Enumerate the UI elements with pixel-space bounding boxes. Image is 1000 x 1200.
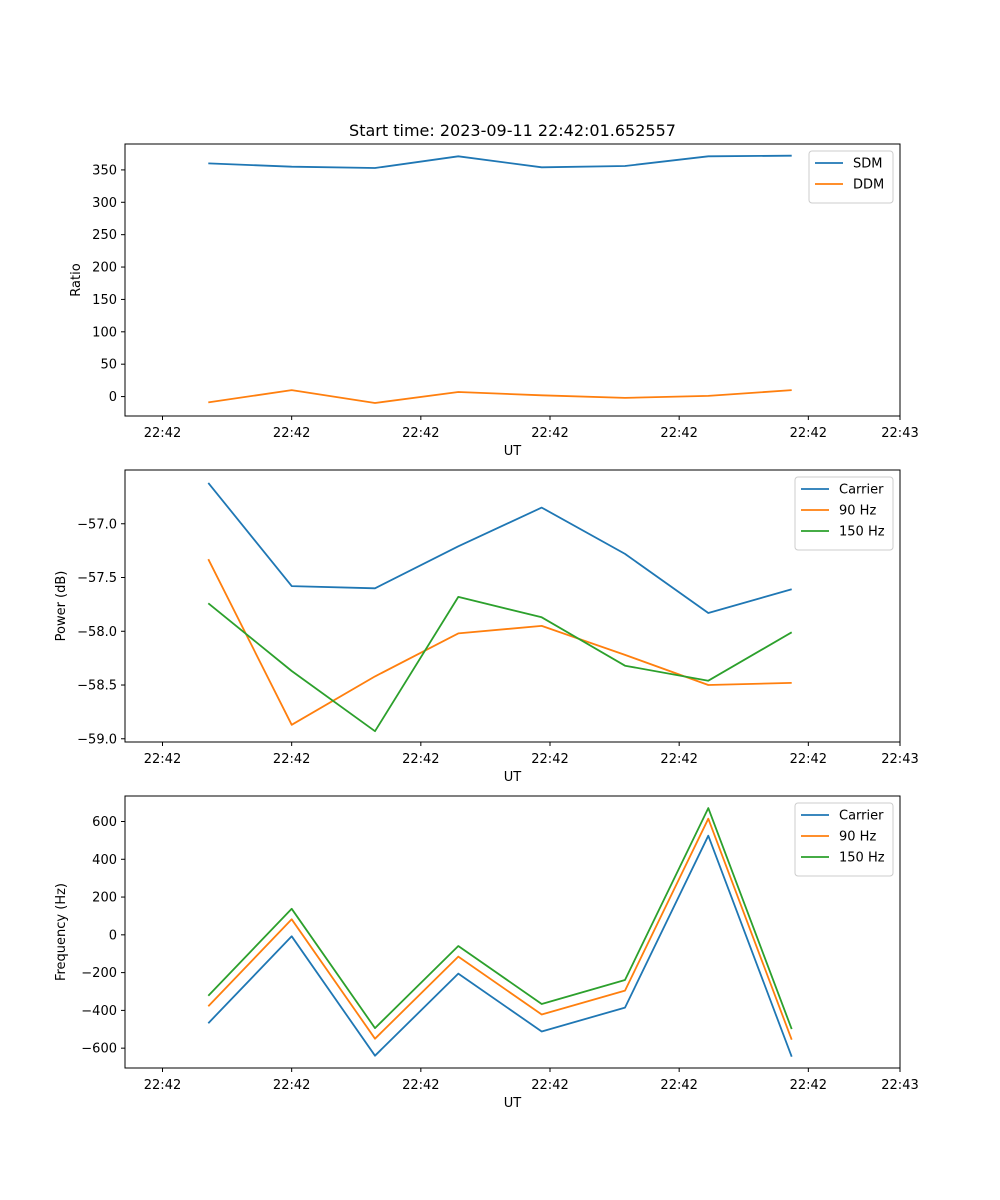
y-tick-label: −600: [81, 1042, 117, 1057]
plot-frame: [124, 795, 901, 1069]
x-tick-label: 22:42: [660, 752, 697, 767]
y-tick-label: 600: [92, 815, 117, 830]
y-tick-label: 0: [109, 928, 117, 943]
x-tick-label: 22:42: [531, 1078, 568, 1093]
series-line-90-hz: [207, 817, 793, 1041]
x-axis-label: UT: [504, 444, 522, 459]
series-line-150-hz: [207, 807, 793, 1030]
x-tick-label: 22:42: [790, 752, 827, 767]
y-tick-label: −58.0: [77, 625, 117, 640]
legend-label: Carrier: [839, 809, 884, 824]
y-tick-label: −400: [81, 1004, 117, 1019]
series-line-150-hz: [207, 596, 793, 733]
y-axis-label: Ratio: [69, 263, 84, 296]
x-tick-label: 22:42: [531, 752, 568, 767]
x-tick-label: 22:43: [881, 1078, 918, 1093]
x-tick-label: 22:42: [144, 752, 181, 767]
legend-label: Carrier: [839, 483, 884, 498]
y-tick-label: 300: [92, 196, 117, 211]
chart-title: Start time: 2023-09-11 22:42:01.652557: [349, 121, 676, 140]
x-tick-label: 22:42: [790, 426, 827, 441]
chart-panel-2: 22:42 22:42 22:42 22:42 22:42 22:42 22:43 −59.0…: [54, 469, 919, 785]
x-tick-label: 22:42: [402, 1078, 439, 1093]
y-tick-label: 150: [92, 293, 117, 308]
y-tick-label: −59.0: [77, 732, 117, 747]
y-tick-label: −58.5: [77, 679, 117, 694]
legend-label: 150 Hz: [839, 851, 885, 866]
y-tick-label: 250: [92, 228, 117, 243]
series-line-carrier: [207, 834, 793, 1058]
legend-label: SDM: [853, 157, 882, 172]
x-tick-label: 22:42: [273, 752, 310, 767]
legend: Carrier 90 Hz 150 Hz: [794, 802, 894, 877]
y-tick-label: 200: [92, 261, 117, 276]
x-tick-label: 22:42: [531, 426, 568, 441]
y-tick-label: 100: [92, 325, 117, 340]
y-axis-label: Power (dB): [54, 571, 69, 642]
y-tick-label: −57.0: [77, 517, 117, 532]
x-tick-label: 22:42: [144, 426, 181, 441]
series-line-90-hz: [207, 558, 792, 726]
legend: Carrier 90 Hz 150 Hz: [794, 476, 894, 551]
legend: SDM DDM: [808, 150, 894, 204]
legend-box: [808, 150, 894, 204]
y-tick-label: −57.5: [77, 571, 117, 586]
series-line-sdm: [208, 154, 792, 169]
plot-frame: [124, 469, 901, 743]
legend-label: DDM: [853, 178, 884, 193]
x-tick-label: 22:42: [660, 1078, 697, 1093]
y-tick-label: 50: [100, 358, 117, 373]
x-tick-label: 22:42: [273, 426, 310, 441]
x-tick-label: 22:42: [144, 1078, 181, 1093]
x-axis-label: UT: [504, 1096, 522, 1111]
legend-label: 90 Hz: [839, 504, 876, 519]
x-tick-label: 22:42: [660, 426, 697, 441]
x-tick-label: 22:42: [790, 1078, 827, 1093]
y-tick-label: 200: [92, 891, 117, 906]
x-tick-label: 22:43: [881, 752, 918, 767]
chart-panel-1: 22:42 22:42 22:42 22:42 22:42 22:42 22:43 0 50 10…: [69, 143, 919, 459]
chart-panels: 22:42 22:42 22:42 22:42 22:42 22:42 22:43 0 50 10…: [54, 143, 919, 1111]
legend-label: 150 Hz: [839, 525, 885, 540]
x-axis-label: UT: [504, 770, 522, 785]
series-line-ddm: [208, 389, 792, 404]
y-tick-label: 0: [109, 390, 117, 405]
x-tick-label: 22:43: [881, 426, 918, 441]
series-line-carrier: [207, 482, 792, 614]
x-tick-label: 22:42: [402, 426, 439, 441]
legend-label: 90 Hz: [839, 830, 876, 845]
y-tick-label: −200: [81, 966, 117, 981]
chart-panel-3: 22:42 22:42 22:42 22:42 22:42 22:42 22:43 −600 −…: [54, 795, 919, 1111]
y-tick-label: 400: [92, 853, 117, 868]
y-tick-label: 350: [92, 163, 117, 178]
y-axis-label: Frequency (Hz): [54, 883, 69, 981]
x-tick-label: 22:42: [273, 1078, 310, 1093]
plot-frame: [124, 143, 901, 417]
x-tick-label: 22:42: [402, 752, 439, 767]
